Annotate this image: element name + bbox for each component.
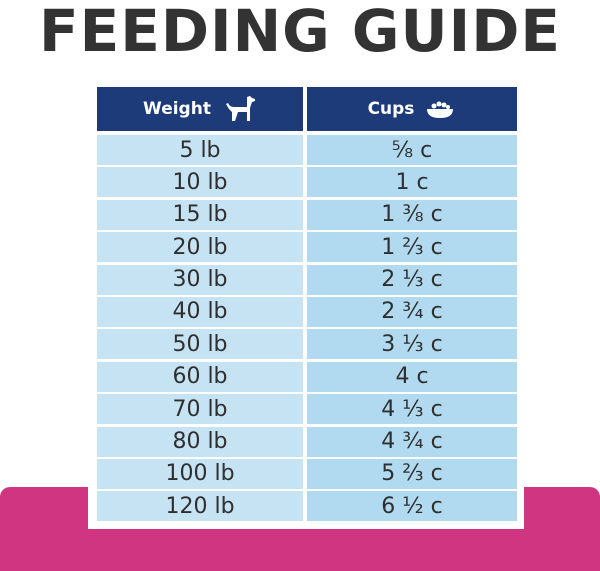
weight-cell: 20 lb — [97, 232, 303, 263]
cups-cell: 1 ⅜ c — [307, 199, 517, 230]
table-body: 5 lb ⅝ c 10 lb 1 c 15 lb 1 ⅜ c 20 lb 1 ⅔ c 30 lb… — [97, 135, 517, 522]
weight-cell: 10 lb — [97, 167, 303, 198]
table-row: 15 lb 1 ⅜ c — [97, 199, 517, 230]
cups-cell: 3 ⅓ c — [307, 329, 517, 360]
cups-cell: 6 ½ c — [307, 491, 517, 522]
cups-cell: 4 c — [307, 361, 517, 392]
weight-cell: 30 lb — [97, 264, 303, 295]
header-weight: Weight — [97, 87, 303, 131]
table-row: 80 lb 4 ¾ c — [97, 426, 517, 457]
header-cups: Cups — [307, 87, 517, 131]
cups-cell: 1 c — [307, 167, 517, 198]
weight-cell: 15 lb — [97, 199, 303, 230]
cups-cell: 2 ¾ c — [307, 296, 517, 327]
table-row: 10 lb 1 c — [97, 167, 517, 198]
food-bowl-icon — [424, 97, 456, 121]
weight-cell: 5 lb — [97, 135, 303, 165]
weight-cell: 70 lb — [97, 394, 303, 425]
feeding-table: Weight Cups — [97, 87, 517, 524]
table-row: 70 lb 4 ⅓ c — [97, 394, 517, 425]
table-row: 100 lb 5 ⅔ c — [97, 458, 517, 489]
table-row: 5 lb ⅝ c — [97, 135, 517, 165]
header-weight-label: Weight — [143, 99, 211, 119]
cups-cell: 5 ⅔ c — [307, 458, 517, 489]
cups-cell: 4 ¾ c — [307, 426, 517, 457]
weight-cell: 40 lb — [97, 296, 303, 327]
cups-cell: 2 ⅓ c — [307, 264, 517, 295]
table-row: 50 lb 3 ⅓ c — [97, 329, 517, 360]
weight-cell: 100 lb — [97, 458, 303, 489]
weight-cell: 120 lb — [97, 491, 303, 522]
cups-cell: 1 ⅔ c — [307, 232, 517, 263]
weight-cell: 50 lb — [97, 329, 303, 360]
table-row: 40 lb 2 ¾ c — [97, 296, 517, 327]
header-cups-label: Cups — [367, 99, 415, 119]
table-header-row: Weight Cups — [97, 87, 517, 131]
table-row: 120 lb 6 ½ c — [97, 491, 517, 522]
weight-cell: 60 lb — [97, 361, 303, 392]
weight-cell: 80 lb — [97, 426, 303, 457]
cups-cell: ⅝ c — [307, 135, 517, 165]
table-row: 30 lb 2 ⅓ c — [97, 264, 517, 295]
page-title: FEEDING GUIDE — [39, 0, 561, 65]
dog-icon — [221, 95, 257, 123]
cups-cell: 4 ⅓ c — [307, 394, 517, 425]
table-row: 60 lb 4 c — [97, 361, 517, 392]
table-row: 20 lb 1 ⅔ c — [97, 232, 517, 263]
